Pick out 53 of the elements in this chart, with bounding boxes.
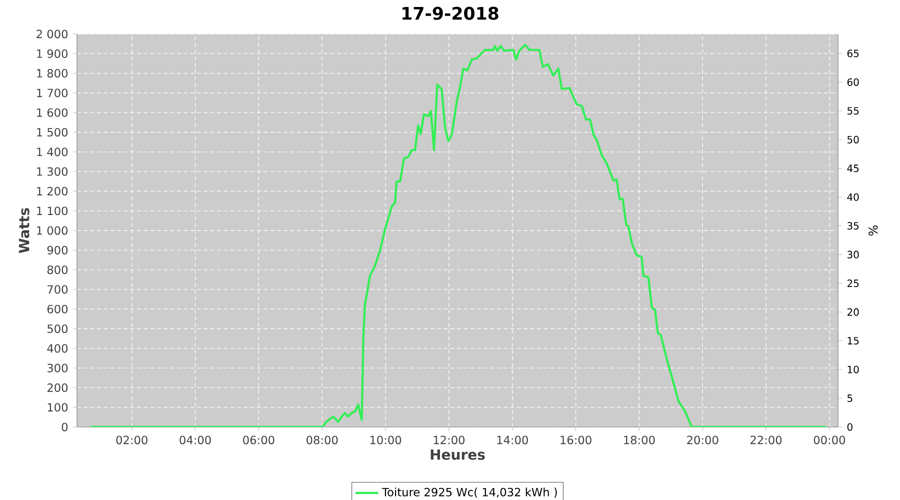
y-tick-label: 300 bbox=[48, 364, 68, 372]
y2-tick-label: 5 bbox=[848, 394, 852, 402]
y2-tick-label: 65 bbox=[847, 50, 859, 58]
y-tick-label: 2 000 bbox=[36, 30, 68, 38]
y-tick-label: 1 100 bbox=[37, 206, 68, 216]
y-tick-label: 900 bbox=[47, 246, 68, 254]
y-tick-label: 1 300 bbox=[37, 167, 68, 176]
y-tick-label: 200 bbox=[47, 383, 68, 392]
x-tick-label: 18:00 bbox=[624, 436, 655, 444]
x-tick-label: 16:00 bbox=[560, 436, 592, 444]
y2-tick-label: 10 bbox=[848, 366, 859, 374]
y-tick-label: 0 bbox=[62, 422, 68, 432]
x-tick-label: 02:00 bbox=[116, 436, 148, 444]
y-tick-label: 1 500 bbox=[37, 128, 68, 137]
y2-tick-label: 50 bbox=[848, 136, 859, 144]
line-series bbox=[90, 44, 828, 427]
y2-tick-label: 40 bbox=[847, 193, 859, 201]
x-tick-label: 12:00 bbox=[434, 436, 465, 444]
y2-tick-label: 30 bbox=[847, 250, 859, 258]
y2-axis-title: % bbox=[868, 225, 878, 236]
y2-tick-label: 20 bbox=[847, 308, 859, 316]
y2-tick-label: 15 bbox=[848, 337, 859, 345]
y-tick-label: 700 bbox=[48, 285, 68, 294]
y-tick-label: 500 bbox=[48, 324, 68, 334]
y-tick-label: 1 200 bbox=[37, 186, 68, 196]
x-tick-label: 08:00 bbox=[306, 436, 338, 444]
y-tick-label: 1 600 bbox=[37, 108, 68, 117]
x-tick-label: 04:00 bbox=[180, 436, 211, 444]
x-tick-label: 20:00 bbox=[687, 436, 718, 444]
y-tick-label: 1 800 bbox=[37, 69, 68, 78]
y2-tick-label: 25 bbox=[847, 280, 859, 288]
x-tick-label: 14:00 bbox=[497, 436, 528, 444]
x-tick-label: 22:00 bbox=[750, 436, 782, 444]
y2-tick-label: 55 bbox=[848, 107, 859, 115]
y-tick-label: 1 000 bbox=[37, 226, 68, 235]
legend-label: Toiture 2925 Wc( 14,032 kWh ) bbox=[382, 488, 557, 498]
x-axis-title: Heures bbox=[430, 449, 485, 460]
x-tick-label: 10:00 bbox=[370, 436, 402, 444]
y2-tick-label: 0 bbox=[847, 423, 852, 431]
y-tick-label: 1 900 bbox=[37, 49, 68, 58]
x-tick-label: 00:00 bbox=[814, 436, 846, 444]
y2-tick-label: 60 bbox=[847, 78, 859, 86]
y-tick-label: 400 bbox=[47, 344, 68, 353]
y-tick-label: 800 bbox=[47, 266, 68, 274]
y-tick-label: 1 400 bbox=[37, 148, 68, 156]
y-tick-label: 600 bbox=[47, 304, 68, 314]
y-axis-title: Watts bbox=[18, 208, 30, 254]
y2-tick-label: 35 bbox=[847, 222, 859, 230]
y-tick-label: 1 700 bbox=[37, 88, 68, 98]
y-tick-label: 100 bbox=[48, 403, 68, 412]
chart-title: 17-9-2018 bbox=[402, 6, 498, 20]
y2-tick-label: 45 bbox=[847, 164, 859, 172]
x-tick-label: 06:00 bbox=[243, 436, 274, 444]
